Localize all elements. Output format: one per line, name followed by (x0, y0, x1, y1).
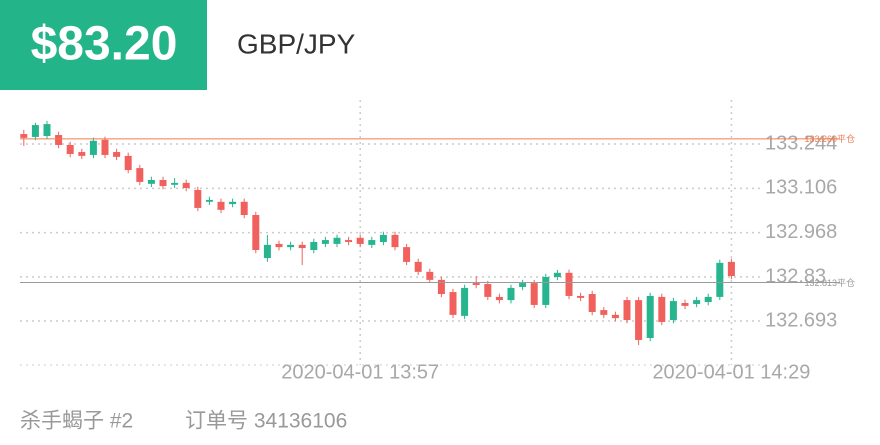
candle-body (472, 283, 480, 286)
y-tick-label: 132.693 (765, 309, 837, 331)
candle-body (530, 283, 538, 305)
candle-body (20, 134, 28, 138)
candle-body (333, 237, 341, 244)
candle-body (553, 272, 561, 277)
candle-body (124, 155, 132, 171)
candle-body (31, 125, 39, 137)
x-tick-label: 2020-04-01 13:57 (281, 361, 439, 383)
candle-body (89, 140, 97, 155)
candle-body (565, 272, 573, 296)
candle-body (542, 276, 550, 305)
candle-body (345, 240, 353, 242)
candle-body (287, 244, 295, 248)
candle-body (147, 179, 155, 184)
chart-title: GBP/JPY (237, 28, 356, 59)
candle-body (275, 243, 283, 248)
candle-body (368, 240, 376, 245)
reference-label: 133.260平仓 (804, 133, 855, 144)
y-tick-label: 132.83 (765, 265, 826, 287)
candle-body (217, 201, 225, 210)
candle-body (403, 247, 411, 262)
candle-body (356, 237, 364, 244)
candle-body (229, 201, 237, 205)
candle-body (646, 295, 654, 339)
candle-body (449, 292, 457, 315)
candle-body (519, 283, 527, 287)
candle-body (623, 300, 631, 321)
candle-body (263, 244, 271, 259)
candle-body (635, 300, 643, 340)
candle-body (182, 182, 190, 189)
candle-body (704, 296, 712, 303)
candle-body (426, 271, 434, 280)
candle-body (669, 301, 677, 321)
candle-body (681, 303, 689, 306)
candle-body (310, 241, 318, 251)
candle-body (252, 214, 260, 251)
y-tick-label: 133.106 (765, 177, 837, 199)
x-tick-label: 2020-04-01 14:29 (652, 361, 810, 383)
candle-body (101, 139, 109, 155)
candle-body (78, 152, 86, 156)
candle-body (66, 144, 74, 154)
candle-body (205, 199, 213, 202)
candle-body (611, 314, 619, 319)
y-tick-label: 133.244 (765, 132, 837, 154)
candle-body (298, 244, 306, 249)
candle-body (437, 279, 445, 295)
reference-label: 132.813平仓 (804, 277, 855, 288)
candle-body (43, 124, 51, 136)
candle-body (194, 189, 202, 208)
candle-body (159, 179, 167, 187)
candle-body (484, 284, 492, 297)
candle-body (171, 182, 179, 185)
candle-body (391, 234, 399, 248)
candle-body (588, 294, 596, 312)
candle-body (55, 135, 63, 145)
candle-body (507, 287, 515, 301)
candle-body (240, 201, 248, 215)
candle-body (414, 261, 422, 272)
candle-body (461, 287, 469, 316)
order-number: 订单号 34136106 (185, 410, 347, 433)
price-badge (0, 0, 207, 90)
candle-body (693, 300, 701, 304)
candle-body (495, 296, 503, 301)
y-tick-label: 132.968 (765, 221, 837, 243)
candle-body (379, 234, 387, 242)
candle-body (600, 310, 608, 315)
candle-body (113, 152, 121, 157)
candle-body (136, 168, 144, 182)
candle-body (658, 296, 666, 322)
candle-body (727, 261, 735, 277)
user-name: 杀手蝎子 #2 (20, 410, 133, 433)
price: $83.20 (31, 18, 178, 71)
candle-body (577, 295, 585, 298)
candle-body (321, 240, 329, 244)
candle-body (716, 262, 724, 297)
